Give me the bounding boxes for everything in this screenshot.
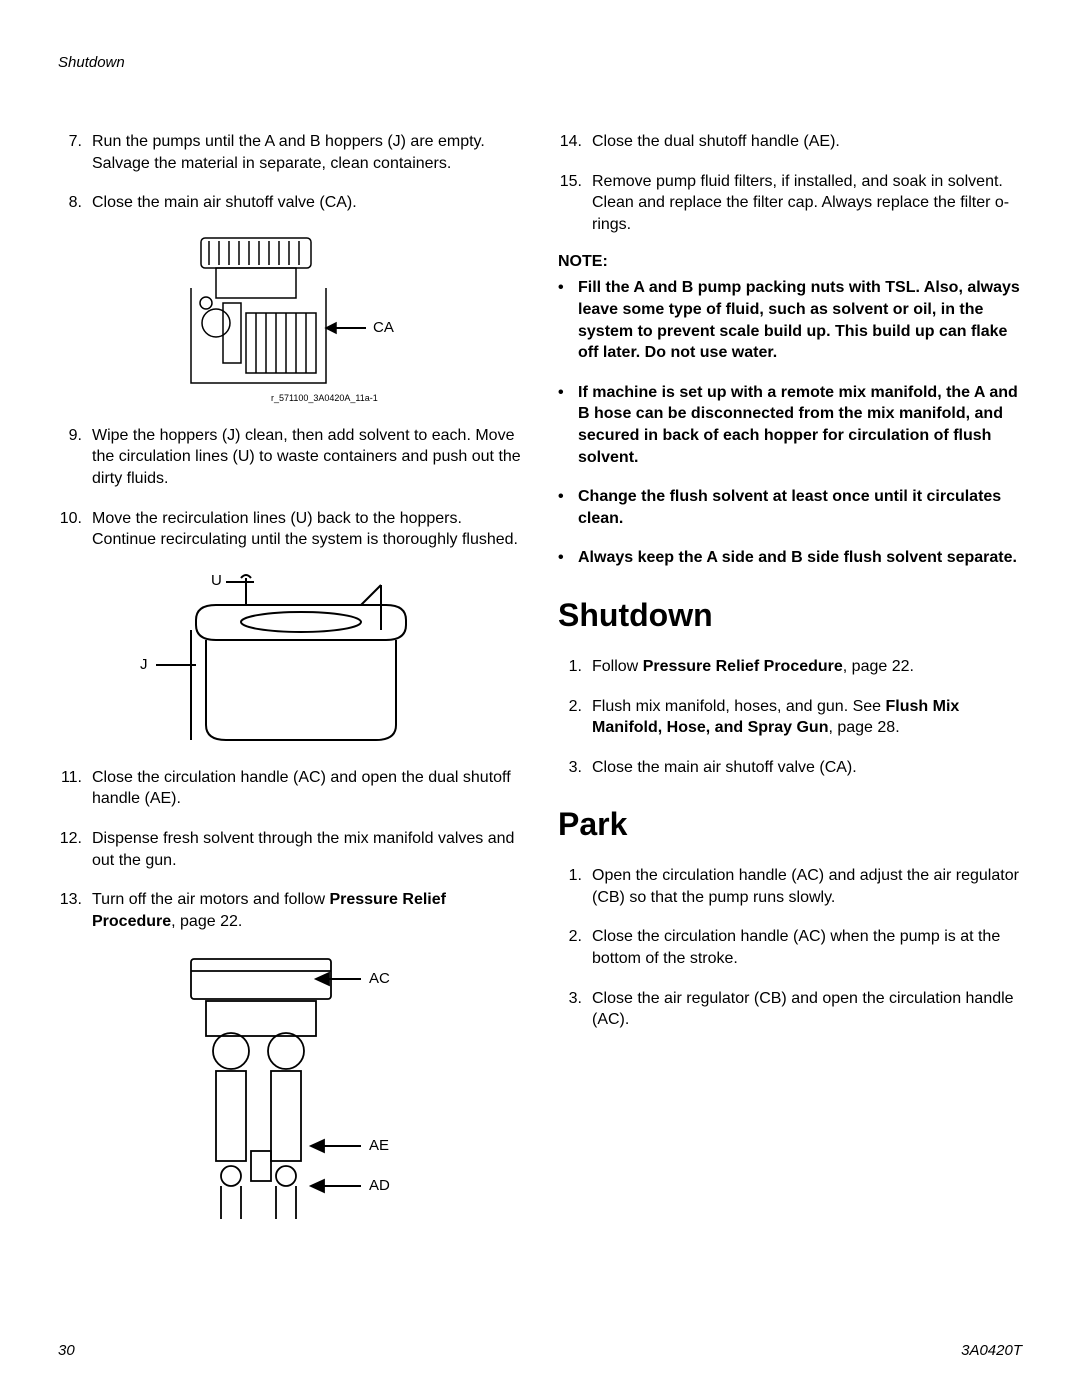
list-item: 13. Turn off the air motors and follow P…	[58, 889, 522, 932]
shutdown-list: 1. Follow Pressure Relief Procedure, pag…	[558, 656, 1022, 778]
procedure-list-c: 11. Close the circulation handle (AC) an…	[58, 767, 522, 933]
item-text: Flush mix manifold, hoses, and gun. See …	[592, 696, 1022, 739]
notes-list: •Fill the A and B pump packing nuts with…	[558, 277, 1022, 569]
page-header: Shutdown	[58, 54, 1022, 71]
bullet-icon: •	[558, 277, 578, 363]
diagram-ca: CA r_571100_3A0420A_11a-1	[160, 232, 420, 407]
figure-3: AC AE AD	[58, 950, 522, 1225]
list-item: 11. Close the circulation handle (AC) an…	[58, 767, 522, 810]
item-number: 9.	[58, 425, 92, 490]
note-item: •Always keep the A side and B side flush…	[558, 547, 1022, 569]
item-number: 1.	[558, 865, 592, 908]
item-text: Run the pumps until the A and B hoppers …	[92, 131, 522, 174]
item-text: Close the dual shutoff handle (AE).	[592, 131, 1022, 153]
callout-j: J	[140, 656, 148, 673]
note-label: NOTE:	[558, 253, 1022, 271]
note-item: •Fill the A and B pump packing nuts with…	[558, 277, 1022, 363]
shutdown-heading: Shutdown	[558, 597, 1022, 634]
note-text: Change the flush solvent at least once u…	[578, 486, 1022, 529]
park-list: 1. Open the circulation handle (AC) and …	[558, 865, 1022, 1031]
list-item: 12. Dispense fresh solvent through the m…	[58, 828, 522, 871]
procedure-list-b: 9. Wipe the hoppers (J) clean, then add …	[58, 425, 522, 551]
content-columns: 7. Run the pumps until the A and B hoppe…	[58, 131, 1022, 1243]
callout-ad: AD	[369, 1177, 390, 1194]
text-pre: Turn off the air motors and follow	[92, 891, 329, 908]
list-item: 3. Close the air regulator (CB) and open…	[558, 988, 1022, 1031]
procedure-list-a: 7. Run the pumps until the A and B hoppe…	[58, 131, 522, 214]
callout-ae: AE	[369, 1137, 389, 1154]
item-text: Close the circulation handle (AC) and op…	[92, 767, 522, 810]
item-number: 10.	[58, 508, 92, 551]
text-post: , page 22.	[171, 913, 242, 930]
note-text: Always keep the A side and B side flush …	[578, 547, 1022, 569]
figure-1: CA r_571100_3A0420A_11a-1	[58, 232, 522, 407]
item-text: Follow Pressure Relief Procedure, page 2…	[592, 656, 1022, 678]
page-number: 30	[58, 1342, 75, 1359]
header-title: Shutdown	[58, 54, 125, 71]
text-post: , page 28.	[828, 719, 899, 736]
list-item: 1. Open the circulation handle (AC) and …	[558, 865, 1022, 908]
item-number: 3.	[558, 988, 592, 1031]
item-number: 2.	[558, 926, 592, 969]
bullet-icon: •	[558, 382, 578, 468]
item-number: 3.	[558, 757, 592, 779]
item-number: 2.	[558, 696, 592, 739]
item-text: Remove pump fluid filters, if installed,…	[592, 171, 1022, 236]
park-heading: Park	[558, 806, 1022, 843]
list-item: 9. Wipe the hoppers (J) clean, then add …	[58, 425, 522, 490]
item-number: 12.	[58, 828, 92, 871]
text-bold: Pressure Relief Procedure	[643, 658, 843, 675]
list-item: 1. Follow Pressure Relief Procedure, pag…	[558, 656, 1022, 678]
right-column: 14. Close the dual shutoff handle (AE). …	[558, 131, 1022, 1243]
callout-ca: CA	[373, 319, 394, 336]
figure-2: U J	[58, 569, 522, 749]
list-item: 10. Move the recirculation lines (U) bac…	[58, 508, 522, 551]
list-item: 15. Remove pump fluid filters, if instal…	[558, 171, 1022, 236]
text-pre: Follow	[592, 658, 643, 675]
item-text: Dispense fresh solvent through the mix m…	[92, 828, 522, 871]
list-item: 8. Close the main air shutoff valve (CA)…	[58, 192, 522, 214]
item-number: 1.	[558, 656, 592, 678]
hopper-diagram-icon	[126, 570, 456, 750]
callout-ac: AC	[369, 970, 390, 987]
item-number: 8.	[58, 192, 92, 214]
note-text: Fill the A and B pump packing nuts with …	[578, 277, 1022, 363]
list-item: 2. Flush mix manifold, hoses, and gun. S…	[558, 696, 1022, 739]
note-text: If machine is set up with a remote mix m…	[578, 382, 1022, 468]
doc-id: 3A0420T	[961, 1342, 1022, 1359]
item-number: 7.	[58, 131, 92, 174]
figure-caption: r_571100_3A0420A_11a-1	[271, 393, 378, 403]
item-text: Wipe the hoppers (J) clean, then add sol…	[92, 425, 522, 490]
diagram-hopper: U J	[125, 569, 455, 749]
item-text: Close the air regulator (CB) and open th…	[592, 988, 1022, 1031]
item-number: 15.	[558, 171, 592, 236]
callout-u: U	[211, 572, 222, 589]
item-text: Close the main air shutoff valve (CA).	[92, 192, 522, 214]
page-footer: 30 3A0420T	[58, 1342, 1022, 1359]
item-text: Close the circulation handle (AC) when t…	[592, 926, 1022, 969]
bullet-icon: •	[558, 547, 578, 569]
item-text: Open the circulation handle (AC) and adj…	[592, 865, 1022, 908]
list-item: 2. Close the circulation handle (AC) whe…	[558, 926, 1022, 969]
item-number: 14.	[558, 131, 592, 153]
list-item: 14. Close the dual shutoff handle (AE).	[558, 131, 1022, 153]
left-column: 7. Run the pumps until the A and B hoppe…	[58, 131, 522, 1243]
bullet-icon: •	[558, 486, 578, 529]
diagram-manifold: AC AE AD	[160, 950, 420, 1225]
item-text: Close the main air shutoff valve (CA).	[592, 757, 1022, 779]
procedure-list-d: 14. Close the dual shutoff handle (AE). …	[558, 131, 1022, 235]
list-item: 7. Run the pumps until the A and B hoppe…	[58, 131, 522, 174]
item-number: 13.	[58, 889, 92, 932]
text-pre: Flush mix manifold, hoses, and gun. See	[592, 698, 886, 715]
item-number: 11.	[58, 767, 92, 810]
note-item: •If machine is set up with a remote mix …	[558, 382, 1022, 468]
note-item: •Change the flush solvent at least once …	[558, 486, 1022, 529]
text-post: , page 22.	[843, 658, 914, 675]
list-item: 3. Close the main air shutoff valve (CA)…	[558, 757, 1022, 779]
item-text: Move the recirculation lines (U) back to…	[92, 508, 522, 551]
item-text: Turn off the air motors and follow Press…	[92, 889, 522, 932]
